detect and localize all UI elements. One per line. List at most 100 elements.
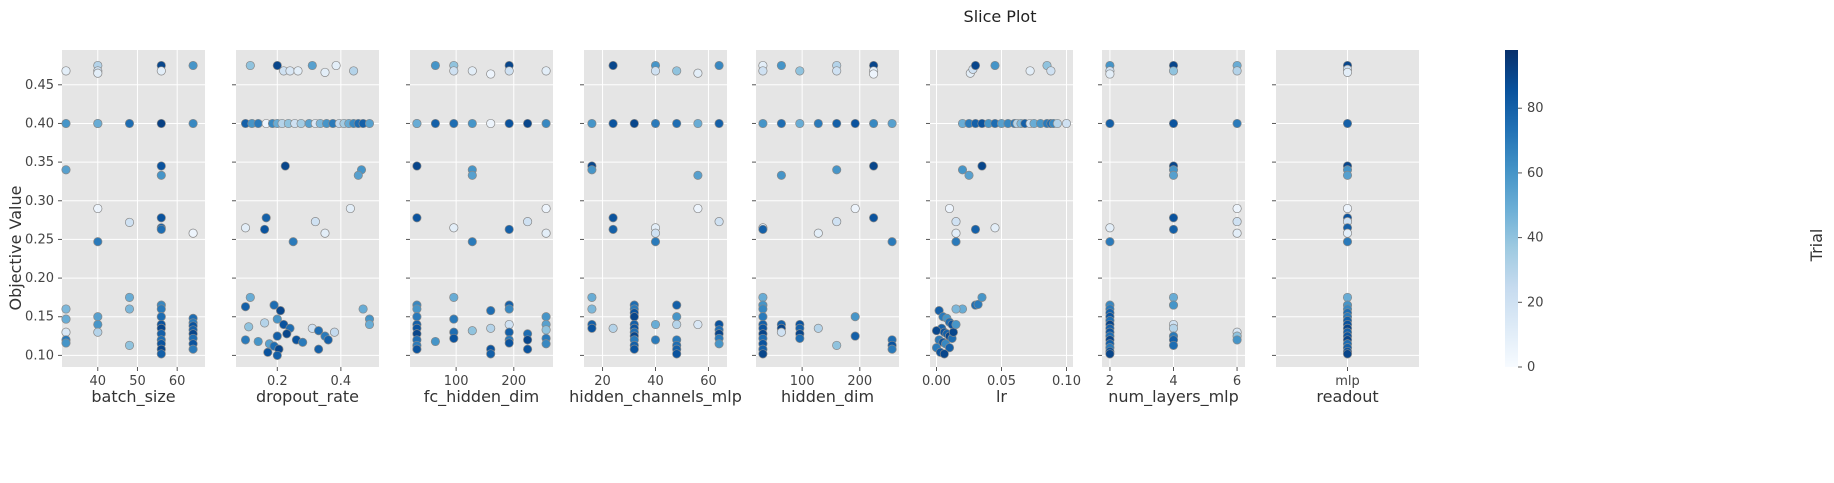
data-point <box>307 60 317 71</box>
data-point <box>504 327 514 337</box>
y-tick-label: 0.25 <box>25 232 54 247</box>
x-tick-label: 0.2 <box>267 374 288 389</box>
data-point <box>430 118 440 129</box>
data-point <box>1105 237 1115 247</box>
plot-area <box>62 50 205 367</box>
data-point <box>430 60 440 71</box>
data-point <box>449 292 459 302</box>
data-point <box>1105 118 1115 129</box>
data-point <box>504 66 514 76</box>
data-point <box>486 69 496 79</box>
data-point <box>1168 224 1179 234</box>
data-point <box>272 331 282 341</box>
colorbar-tick-label: 80 <box>1527 101 1544 116</box>
data-point <box>758 292 768 302</box>
colorbar: 0 20 40 60 80 <box>1505 50 1544 375</box>
x-tick-label: 2 <box>1106 374 1114 389</box>
data-point <box>1105 223 1115 233</box>
data-point <box>449 66 459 76</box>
data-point <box>650 228 661 238</box>
data-point <box>269 300 279 310</box>
data-point <box>523 344 533 354</box>
data-point <box>672 300 682 310</box>
data-point <box>188 344 198 354</box>
data-point <box>650 118 661 129</box>
data-point <box>364 319 375 330</box>
data-point <box>156 66 166 76</box>
data-point <box>523 217 533 227</box>
data-point <box>156 349 166 359</box>
data-point <box>672 118 682 129</box>
data-point <box>629 344 639 354</box>
data-point <box>93 118 103 129</box>
data-point <box>608 224 618 234</box>
data-point <box>869 118 879 129</box>
data-point <box>504 338 514 348</box>
data-point <box>449 118 459 129</box>
data-point <box>795 66 805 76</box>
x-axis-label: dropout_rate <box>256 387 359 407</box>
data-point <box>298 337 308 347</box>
x-tick-label: 100 <box>790 374 815 389</box>
data-point <box>1342 228 1353 238</box>
data-point <box>951 237 961 247</box>
x-axis-label: lr <box>996 387 1007 406</box>
data-point <box>951 304 961 314</box>
plot-area <box>756 50 899 367</box>
data-point <box>693 170 703 180</box>
data-point <box>850 312 860 322</box>
data-point <box>887 118 897 129</box>
data-point <box>275 306 286 316</box>
x-tick-label: 6 <box>1233 374 1241 389</box>
data-point <box>253 336 263 347</box>
y-tick-label: 0.10 <box>25 348 54 363</box>
data-point <box>260 224 270 234</box>
data-point <box>467 118 477 129</box>
data-point <box>280 161 290 171</box>
colorbar-tick-label: 20 <box>1527 295 1544 310</box>
data-point <box>832 217 842 227</box>
data-point <box>61 304 71 314</box>
panel-batch_size: 0.10 0.15 0.20 0.25 0.30 0.35 0.40 0.45 40 50 60ba… <box>25 50 205 407</box>
data-point <box>486 306 496 316</box>
data-point <box>467 170 477 180</box>
data-point <box>288 237 298 247</box>
data-point <box>587 292 597 302</box>
data-point <box>245 60 255 71</box>
data-point <box>714 60 724 71</box>
data-point <box>263 347 273 357</box>
y-tick-label: 0.45 <box>25 78 54 93</box>
data-point <box>977 161 987 171</box>
data-point <box>1105 349 1115 359</box>
x-tick-label: 200 <box>847 374 872 389</box>
colorbar-gradient <box>1505 50 1518 367</box>
data-point <box>1025 66 1035 76</box>
data-point <box>296 118 306 129</box>
data-point <box>951 217 961 227</box>
data-point <box>124 217 135 227</box>
data-point <box>331 60 341 71</box>
x-tick-label: 0.00 <box>922 374 951 389</box>
data-point <box>776 60 786 71</box>
x-axis-label: fc_hidden_dim <box>424 387 540 407</box>
data-point <box>61 338 71 348</box>
data-point <box>240 302 251 312</box>
data-point <box>93 319 103 330</box>
data-point <box>124 340 135 350</box>
data-point <box>650 319 661 330</box>
data-point <box>776 118 786 129</box>
data-point <box>272 350 282 360</box>
data-point <box>672 319 682 330</box>
data-point <box>188 228 198 238</box>
data-point <box>61 327 71 337</box>
data-point <box>672 66 682 76</box>
data-point <box>412 344 422 354</box>
data-point <box>412 118 422 129</box>
data-point <box>1232 66 1242 76</box>
data-point <box>1061 118 1072 129</box>
data-point <box>323 335 333 345</box>
data-point <box>990 223 1000 233</box>
data-point <box>869 69 879 79</box>
colorbar-tick-label: 40 <box>1527 231 1544 246</box>
